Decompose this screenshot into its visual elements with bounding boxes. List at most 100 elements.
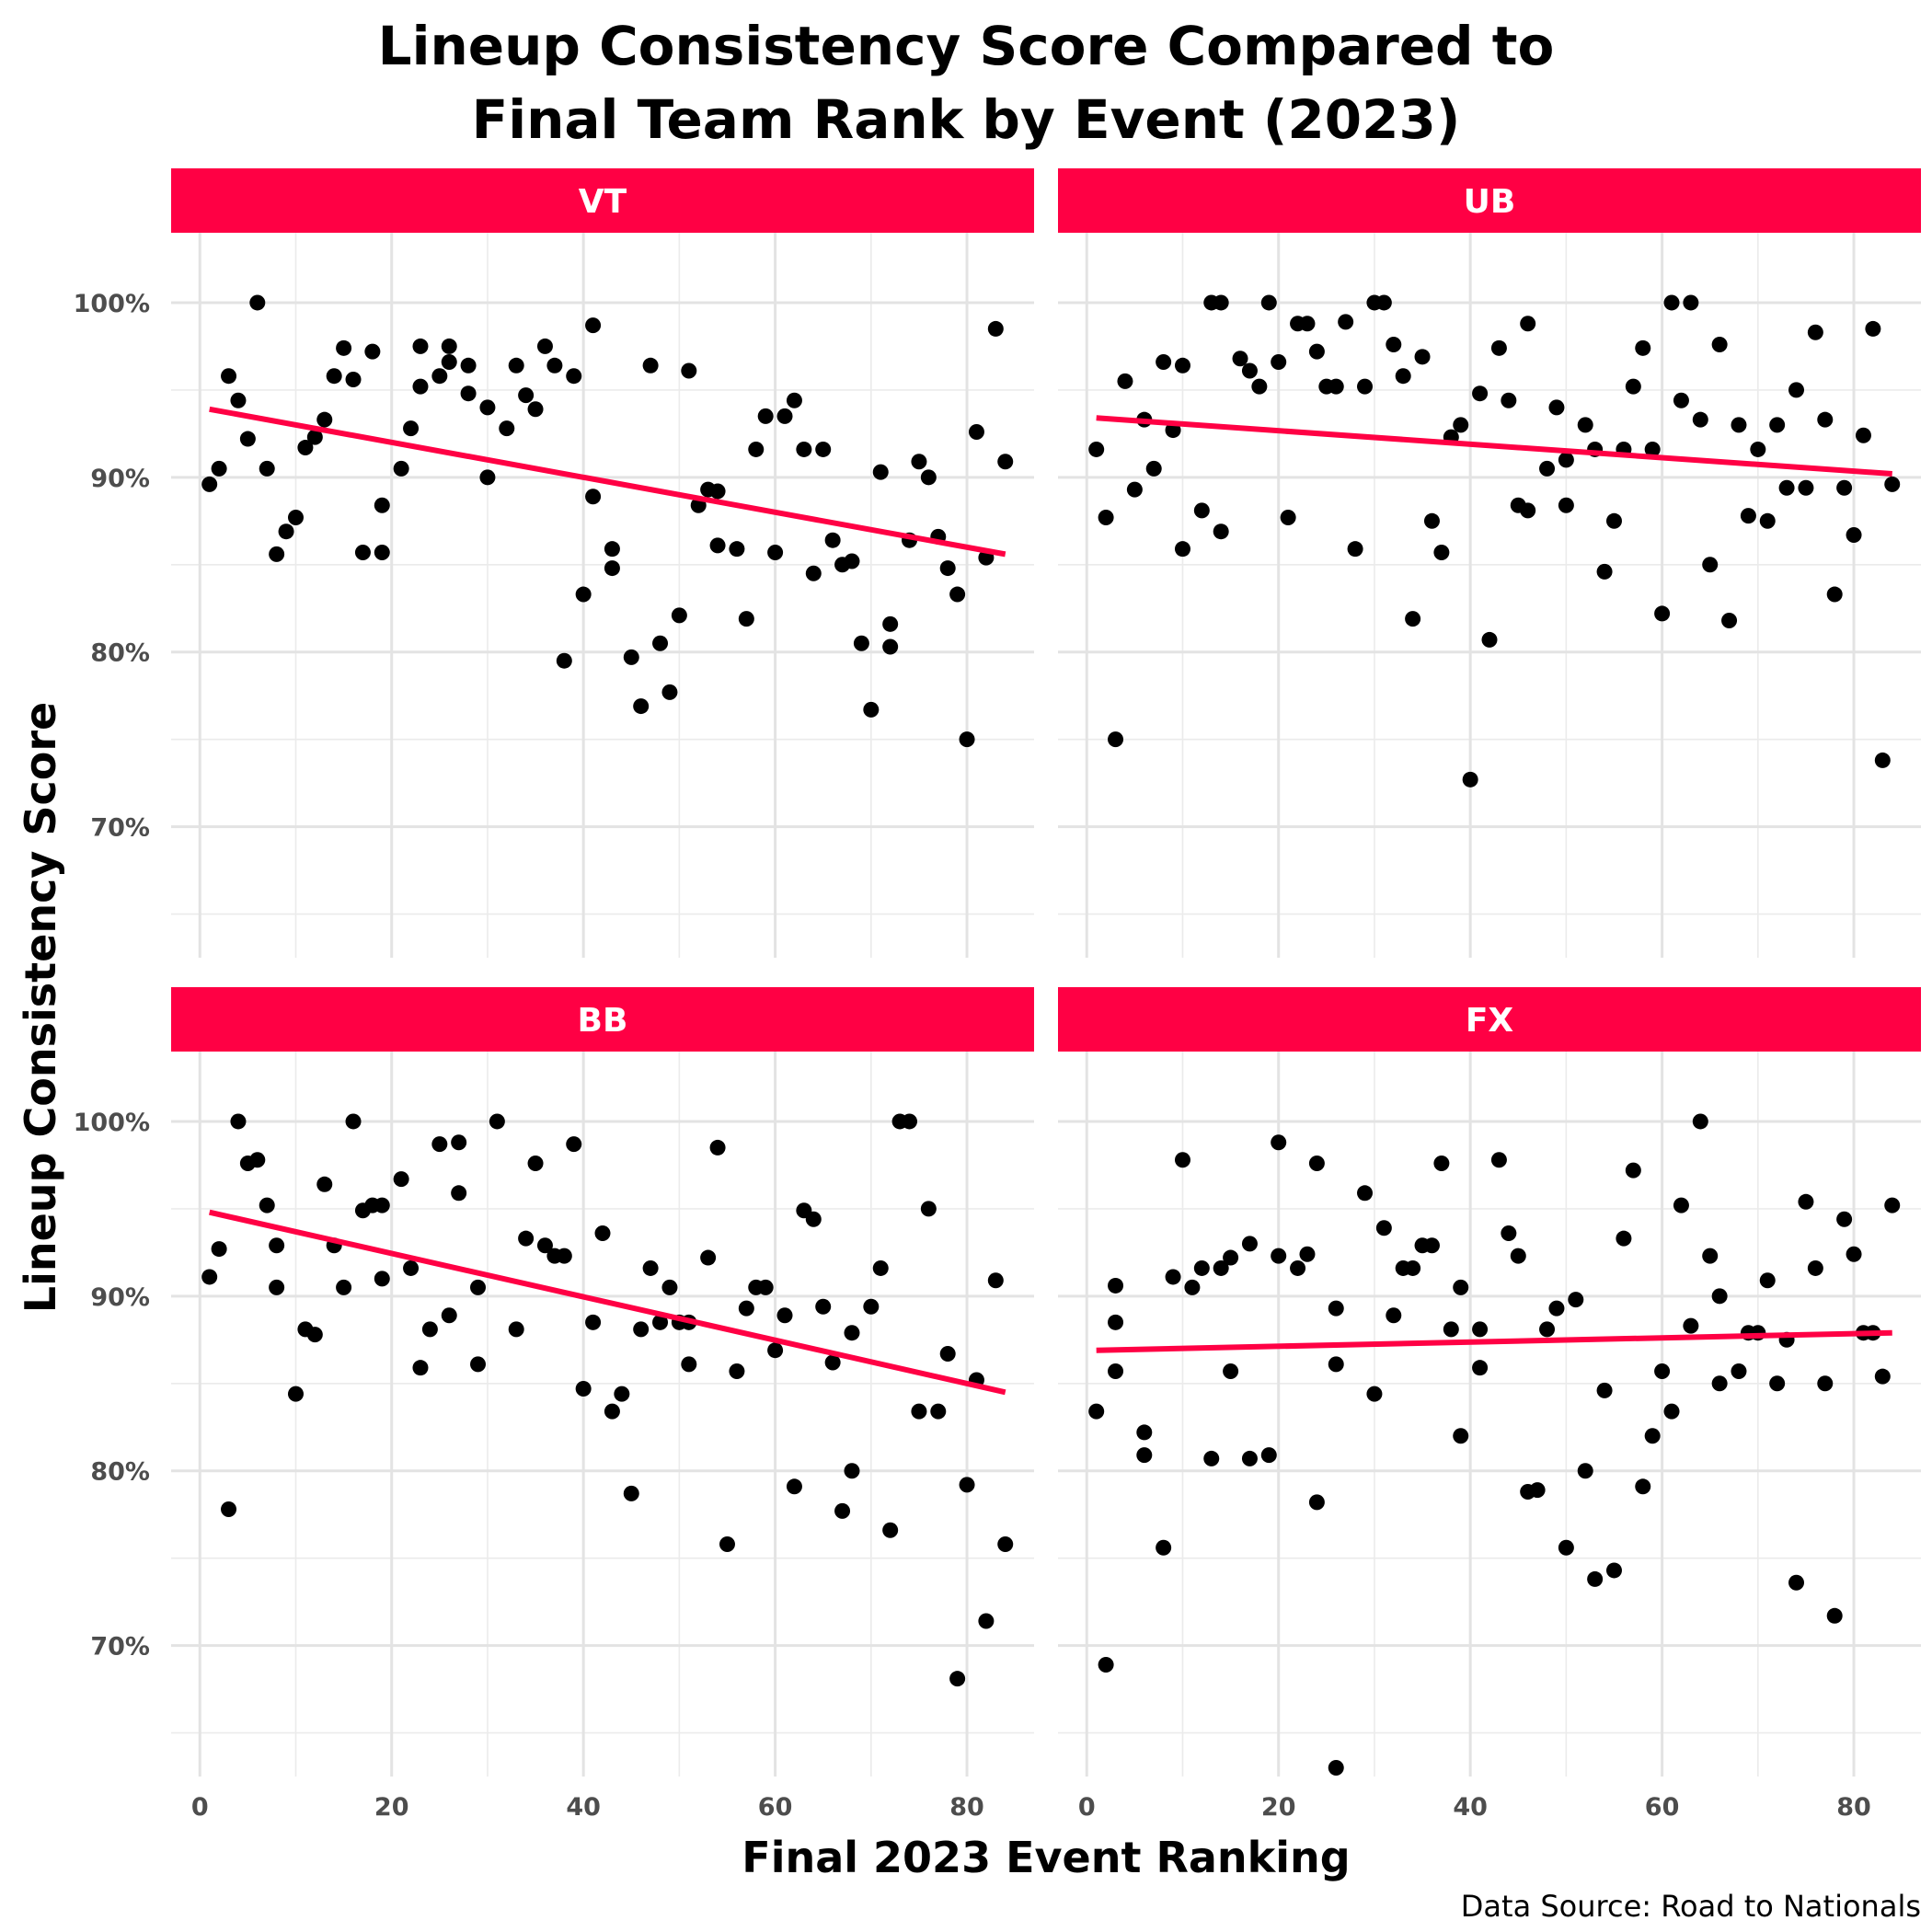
data-point [594, 1225, 611, 1241]
data-point [700, 1249, 717, 1266]
data-point [1156, 354, 1172, 371]
data-point [1223, 1363, 1239, 1379]
data-point [844, 553, 860, 569]
data-point [767, 544, 784, 560]
strip-label-bb: BB [578, 1002, 628, 1040]
data-point [1328, 1300, 1344, 1317]
data-point [1308, 343, 1325, 360]
data-point [412, 338, 429, 354]
data-point [287, 510, 304, 526]
data-point [997, 1535, 1014, 1552]
data-point [1587, 1570, 1604, 1587]
data-point [1731, 417, 1747, 433]
data-point [824, 532, 841, 548]
data-point [451, 1185, 467, 1202]
data-point [460, 357, 477, 374]
data-point [470, 1279, 487, 1295]
data-point [642, 1259, 659, 1276]
panel-vt: VT 70% 80% 90% 100% [74, 168, 1034, 958]
data-point [336, 1279, 352, 1295]
data-point [1826, 1607, 1843, 1624]
data-point [1644, 441, 1661, 457]
data-point [1472, 1360, 1489, 1376]
data-point [278, 523, 294, 540]
data-point [354, 544, 371, 560]
data-point [287, 1386, 304, 1402]
data-point [805, 565, 822, 581]
data-point [1472, 1321, 1489, 1338]
data-point [633, 698, 650, 715]
data-point [211, 1241, 227, 1258]
data-point [911, 1403, 927, 1420]
data-point [1759, 1272, 1776, 1289]
data-point [1193, 1259, 1210, 1276]
y-tick-label: 80% [90, 1458, 150, 1487]
data-point [1548, 399, 1565, 416]
data-point [1299, 1246, 1316, 1262]
data-point [1260, 294, 1277, 311]
data-point [364, 343, 381, 360]
data-point [431, 368, 448, 385]
data-point [824, 1354, 841, 1371]
trend-line-bb [209, 1209, 1006, 1396]
data-point [1539, 460, 1556, 477]
data-point [1290, 1259, 1306, 1276]
data-point [987, 1272, 1004, 1289]
data-point [403, 1259, 420, 1276]
data-point [1338, 314, 1354, 330]
data-point [1568, 1292, 1584, 1308]
data-point [1702, 557, 1719, 573]
data-point [844, 1463, 860, 1479]
x-tick-label: 60 [1645, 1793, 1680, 1822]
data-point [1213, 1259, 1229, 1276]
data-point [1510, 1248, 1526, 1264]
data-point [1108, 1277, 1124, 1294]
data-point [920, 469, 937, 486]
data-point [393, 460, 409, 477]
y-tick-label: 100% [74, 1109, 150, 1137]
data-point [1711, 1288, 1728, 1305]
y-axis-title: Lineup Consistency Score [16, 702, 65, 1313]
data-point [1347, 541, 1363, 558]
data-point [441, 354, 457, 371]
strip-ub [1058, 168, 1921, 233]
data-point [661, 684, 678, 700]
data-point [316, 411, 333, 428]
data-point [1203, 1450, 1220, 1466]
data-point [1328, 378, 1344, 395]
data-point [1366, 1386, 1383, 1402]
strip-label-vt: VT [579, 183, 627, 221]
y-tick-label: 70% [90, 1633, 150, 1662]
data-point [671, 607, 687, 624]
data-point [518, 1230, 535, 1247]
data-point [729, 1363, 745, 1379]
data-point [1213, 523, 1229, 540]
x-tick-label: 80 [949, 1793, 984, 1822]
data-point [729, 541, 745, 558]
strip-vt [171, 168, 1034, 233]
data-point [297, 440, 314, 456]
data-point [1472, 385, 1489, 402]
data-point [421, 1321, 438, 1338]
data-point [1280, 510, 1296, 526]
data-point [882, 638, 899, 655]
data-point [1108, 1363, 1124, 1379]
data-point [412, 1360, 429, 1376]
data-point [1750, 441, 1766, 457]
data-point [259, 460, 275, 477]
data-point [575, 1380, 592, 1397]
data-point [527, 401, 544, 418]
data-point [249, 1152, 266, 1168]
data-point [604, 541, 620, 558]
data-point [1453, 417, 1469, 433]
y-tick-label: 80% [90, 639, 150, 668]
data-point [479, 469, 496, 486]
x-tick-label: 60 [758, 1793, 793, 1822]
data-point [306, 429, 323, 445]
data-point [527, 1156, 544, 1172]
data-point [1673, 392, 1689, 408]
data-point [1605, 1562, 1622, 1579]
data-point [920, 1201, 937, 1217]
data-point [776, 1307, 793, 1324]
data-point [1874, 752, 1891, 768]
